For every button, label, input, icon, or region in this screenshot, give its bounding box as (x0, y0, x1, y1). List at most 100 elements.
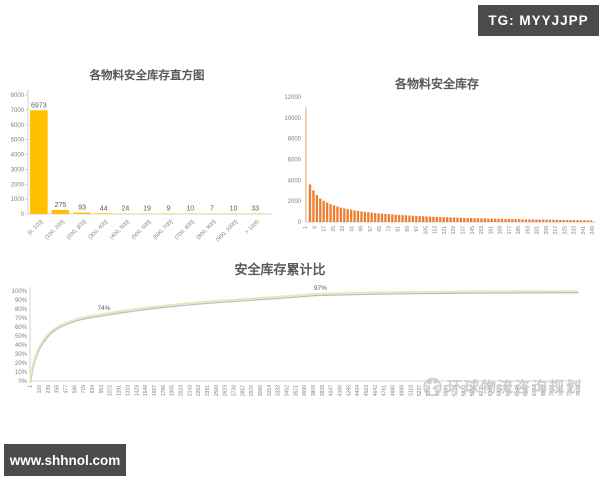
svg-text:3214: 3214 (267, 385, 273, 396)
svg-text:6189: 6189 (488, 385, 494, 396)
stock-bar (325, 202, 329, 222)
svg-text:2000: 2000 (11, 182, 25, 188)
cumulative-line (29, 290, 579, 382)
svg-text:477: 477 (64, 385, 70, 394)
stock-bar (418, 216, 421, 222)
stock-bar (377, 213, 380, 222)
svg-text:89: 89 (405, 226, 411, 232)
histogram-title: 各物料安全库存直方图 (89, 70, 205, 82)
stock-bar (466, 217, 469, 222)
stock-bar (401, 215, 404, 222)
stock-bar (517, 219, 521, 222)
svg-text:50%: 50% (15, 334, 28, 340)
svg-text:80%: 80% (15, 307, 28, 313)
stock-bar (548, 219, 552, 222)
svg-text:3571: 3571 (293, 385, 299, 396)
stock-bar (408, 215, 411, 222)
stock-bar (411, 215, 415, 222)
stock-bar (435, 216, 439, 222)
stock-bar (380, 213, 384, 222)
svg-text:169: 169 (498, 226, 504, 235)
stock-bar (315, 195, 319, 222)
stock-bar (463, 217, 466, 222)
svg-text:177: 177 (507, 226, 513, 235)
svg-text:(600, 700]: (600, 700] (152, 219, 174, 241)
svg-text:5832: 5832 (461, 385, 467, 396)
svg-text:30%: 30% (15, 352, 28, 358)
stock-bar (305, 107, 307, 222)
svg-text:6070: 6070 (479, 385, 485, 396)
stock-bar (456, 217, 459, 222)
stock-bar (397, 214, 401, 222)
stock-bar (421, 216, 425, 222)
svg-text:4999: 4999 (399, 385, 405, 396)
svg-text:4285: 4285 (346, 385, 352, 396)
stock-bar (339, 207, 343, 222)
watermark: 环球物流咨询规划 (422, 376, 583, 397)
svg-text:137: 137 (461, 226, 467, 235)
stock-bar (514, 219, 517, 222)
svg-text:153: 153 (479, 226, 485, 235)
svg-text:(100, 200]: (100, 200] (44, 219, 66, 241)
line-annotation: 97% (314, 285, 327, 292)
svg-text:6665: 6665 (523, 385, 529, 396)
hist-bar (94, 213, 113, 214)
svg-text:275: 275 (55, 202, 67, 209)
stock-bar (367, 212, 370, 222)
svg-text:10000: 10000 (284, 116, 301, 122)
svg-text:57: 57 (368, 226, 374, 232)
stock-bar (531, 219, 535, 222)
svg-text:10%: 10% (15, 370, 28, 376)
svg-text:0%: 0% (18, 379, 27, 385)
svg-text:3928: 3928 (320, 385, 326, 396)
svg-text:129: 129 (451, 226, 457, 235)
svg-text:239: 239 (46, 385, 52, 394)
svg-text:0: 0 (298, 220, 302, 226)
svg-text:113: 113 (433, 226, 439, 234)
svg-text:60%: 60% (15, 325, 28, 331)
svg-text:249: 249 (590, 226, 596, 235)
stock-bar (445, 217, 449, 222)
svg-text:5713: 5713 (452, 385, 458, 396)
svg-text:17: 17 (322, 226, 328, 232)
svg-text:81: 81 (396, 226, 402, 232)
svg-text:65: 65 (377, 226, 383, 232)
stock-bar (343, 208, 346, 222)
svg-text:6308: 6308 (497, 385, 503, 396)
svg-text:209: 209 (544, 226, 550, 235)
stock-bar (483, 218, 487, 222)
stock-bar (507, 219, 511, 222)
stock-bar (452, 217, 456, 222)
stock-bar (524, 219, 528, 222)
svg-text:4404: 4404 (355, 385, 361, 396)
svg-text:596: 596 (72, 385, 78, 394)
svg-text:715: 715 (81, 385, 87, 394)
stock-bar (449, 217, 452, 222)
hist-bar (73, 212, 91, 214)
svg-text:5475: 5475 (435, 385, 441, 396)
stock-bar (552, 219, 555, 222)
svg-text:9: 9 (167, 206, 171, 213)
bars-y-axis: 0 2000 4000 6000 8000 10000 12000 (284, 95, 301, 226)
stock-bar (349, 209, 353, 222)
svg-text:1000: 1000 (11, 197, 25, 203)
svg-text:90%: 90% (15, 298, 28, 304)
svg-text:121: 121 (442, 226, 448, 235)
svg-text:7000: 7000 (11, 108, 25, 114)
svg-text:8000: 8000 (11, 93, 25, 99)
svg-text:201: 201 (535, 226, 541, 235)
stock-bar (469, 218, 473, 222)
svg-text:6427: 6427 (505, 385, 511, 396)
svg-text:1: 1 (303, 226, 309, 229)
stock-bar (538, 219, 541, 222)
svg-text:0: 0 (21, 212, 25, 218)
svg-text:4880: 4880 (391, 385, 397, 396)
svg-text:19: 19 (143, 206, 151, 213)
svg-text:5118: 5118 (408, 385, 414, 396)
stock-bar (356, 210, 360, 222)
svg-text:1072: 1072 (108, 385, 114, 396)
stock-bar (500, 218, 504, 222)
stock-bar (545, 219, 548, 222)
svg-text:358: 358 (55, 385, 61, 394)
svg-text:4523: 4523 (364, 385, 370, 396)
